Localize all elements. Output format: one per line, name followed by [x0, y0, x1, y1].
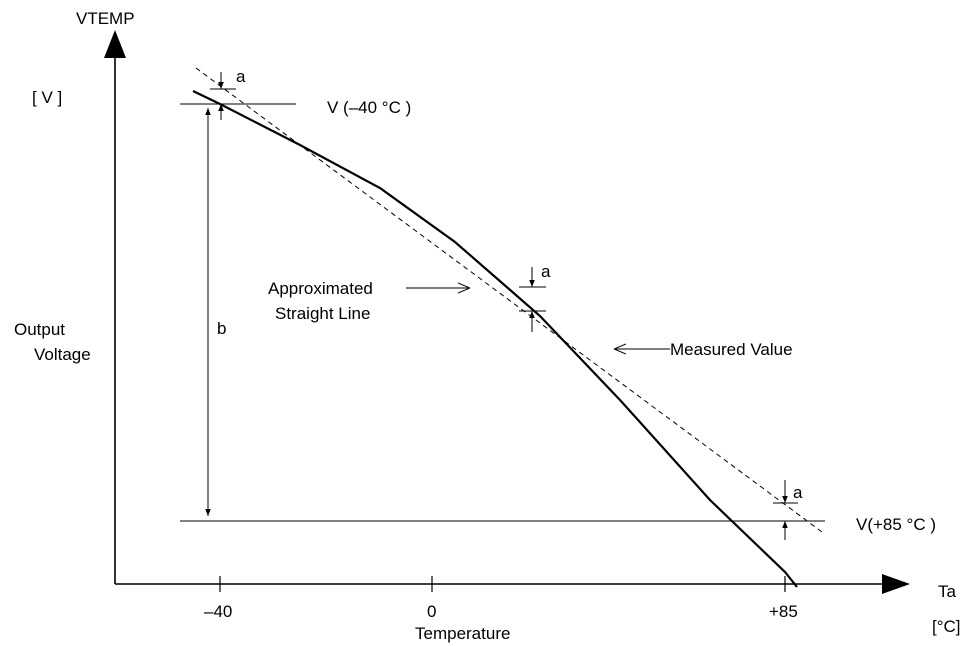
y-axis-label-output: Output — [14, 320, 65, 339]
dimension-a-middle: a — [519, 262, 551, 332]
dimension-a-middle-label: a — [541, 262, 551, 281]
label-v-minus40: V (–40 °C ) — [327, 98, 411, 117]
x-tick-label-plus85: +85 — [769, 602, 798, 621]
callout-measured-value-text: Measured Value — [670, 340, 793, 359]
y-axis-label-voltage: Voltage — [34, 345, 91, 364]
dimension-a-plus85: a — [773, 480, 803, 540]
y-axis-arrowhead — [104, 30, 126, 58]
callout-approximated-line-text-1: Approximated — [268, 279, 373, 298]
x-axis-arrowhead — [882, 574, 910, 594]
dimension-b-label: b — [217, 319, 226, 338]
approximated-straight-line — [195, 67, 823, 533]
x-axis-title: Ta — [938, 582, 957, 601]
x-ticks: –40 0 +85 — [204, 576, 798, 621]
dimension-a-minus40: a — [210, 67, 246, 120]
x-axis-unit: [°C] — [932, 617, 961, 636]
dimension-b: b — [205, 108, 226, 516]
axes — [104, 30, 910, 594]
y-axis-title: VTEMP — [76, 9, 135, 28]
callout-approximated-line-text-2: Straight Line — [275, 304, 370, 323]
y-axis-unit: [ V ] — [32, 88, 62, 107]
x-axis-label: Temperature — [415, 624, 510, 643]
dimension-a-minus40-label: a — [236, 67, 246, 86]
label-v-plus85: V(+85 °C ) — [856, 515, 936, 534]
x-tick-label-minus40: –40 — [204, 602, 232, 621]
x-tick-label-0: 0 — [427, 602, 436, 621]
callout-measured-value: Measured Value — [614, 340, 793, 359]
callout-approximated-line: Approximated Straight Line — [268, 279, 470, 323]
dimension-a-plus85-label: a — [793, 483, 803, 502]
measured-value-curve — [192, 90, 798, 588]
